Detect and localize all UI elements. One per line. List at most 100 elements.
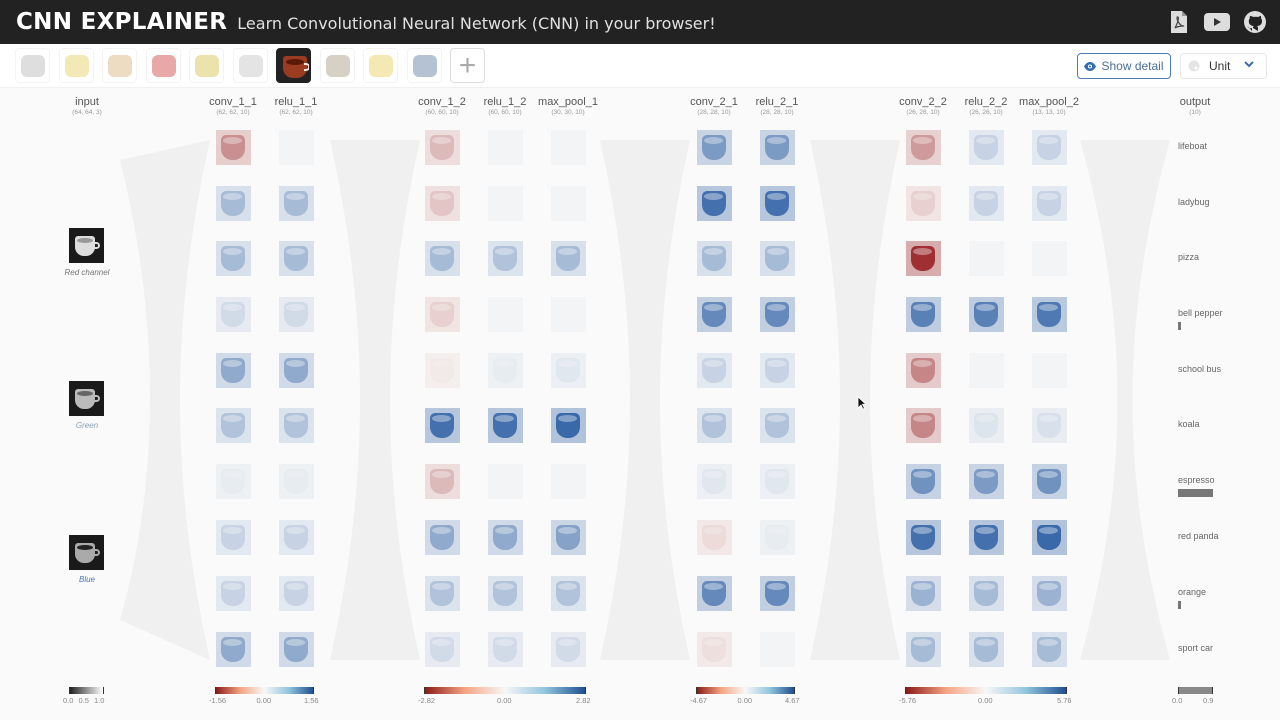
feature-map-conv-1-2-9[interactable] [425, 632, 460, 667]
image-thumbnail-red-panda[interactable] [319, 48, 355, 83]
feature-map-relu-2-2-6[interactable] [969, 464, 1004, 499]
scale-select[interactable]: Unit [1180, 53, 1267, 79]
feature-map-relu-2-2-8[interactable] [969, 576, 1004, 611]
feature-map-conv-1-1-4[interactable] [216, 353, 251, 388]
layer-header-output[interactable]: output (10) [1150, 96, 1240, 116]
layer-header-conv-2-1[interactable]: conv_2_1 (28, 28, 10) [669, 96, 759, 116]
feature-map-relu-2-2-7[interactable] [969, 520, 1004, 555]
feature-map-max-pool-2-3[interactable] [1032, 297, 1067, 332]
feature-map-conv-2-2-0[interactable] [906, 130, 941, 165]
feature-map-conv-2-1-0[interactable] [697, 130, 732, 165]
feature-map-max-pool-2-6[interactable] [1032, 464, 1067, 499]
feature-map-max-pool-2-5[interactable] [1032, 408, 1067, 443]
feature-map-conv-1-2-7[interactable] [425, 520, 460, 555]
output-class-ladybug[interactable]: ladybug [1178, 197, 1210, 207]
output-class-espresso[interactable]: espresso [1178, 475, 1215, 485]
feature-map-conv-2-2-7[interactable] [906, 520, 941, 555]
feature-map-conv-1-2-5[interactable] [425, 408, 460, 443]
add-image-button[interactable]: + [450, 48, 485, 83]
output-class-bell-pepper[interactable]: bell pepper [1178, 308, 1223, 318]
output-class-sport-car[interactable]: sport car [1178, 643, 1214, 653]
output-class-lifeboat[interactable]: lifeboat [1178, 141, 1208, 151]
feature-map-conv-2-1-8[interactable] [697, 576, 732, 611]
image-thumbnail-school-bus[interactable] [189, 48, 224, 83]
image-thumbnail-espresso[interactable] [276, 48, 311, 83]
feature-map-conv-2-2-9[interactable] [906, 632, 941, 667]
feature-map-relu-2-1-4[interactable] [760, 353, 795, 388]
feature-map-max-pool-1-0[interactable] [551, 130, 586, 165]
feature-map-conv-2-2-4[interactable] [906, 353, 941, 388]
feature-map-conv-1-2-2[interactable] [425, 241, 460, 276]
feature-map-max-pool-1-1[interactable] [551, 186, 586, 221]
feature-map-relu-1-2-8[interactable] [488, 576, 523, 611]
feature-map-relu-1-1-8[interactable] [279, 576, 314, 611]
output-class-school-bus[interactable]: school bus [1178, 364, 1222, 374]
feature-map-max-pool-2-1[interactable] [1032, 186, 1067, 221]
feature-map-conv-2-1-3[interactable] [697, 297, 732, 332]
feature-map-conv-1-2-1[interactable] [425, 186, 460, 221]
feature-map-max-pool-1-2[interactable] [551, 241, 586, 276]
layer-header-relu-1-1[interactable]: relu_1_1 (62, 62, 10) [251, 96, 341, 116]
layer-header-max-pool-1[interactable]: max_pool_1 (30, 30, 10) [523, 96, 613, 116]
pdf-paper-icon[interactable] [1166, 8, 1192, 36]
input-channel-red[interactable] [69, 228, 104, 263]
feature-map-relu-1-2-9[interactable] [488, 632, 523, 667]
feature-map-relu-1-1-3[interactable] [279, 297, 314, 332]
layer-header-relu-1-2[interactable]: relu_1_2 (60, 60, 10) [460, 96, 550, 116]
feature-map-conv-2-2-1[interactable] [906, 186, 941, 221]
feature-map-conv-2-2-5[interactable] [906, 408, 941, 443]
feature-map-conv-2-1-9[interactable] [697, 632, 732, 667]
layer-header-conv-1-1[interactable]: conv_1_1 (62, 62, 10) [188, 96, 278, 116]
image-thumbnail-ladybug[interactable] [58, 48, 94, 83]
image-thumbnail-pizza[interactable] [102, 48, 137, 83]
github-icon[interactable] [1242, 8, 1268, 36]
feature-map-conv-2-2-2[interactable] [906, 241, 941, 276]
feature-map-conv-2-2-8[interactable] [906, 576, 941, 611]
feature-map-conv-2-2-6[interactable] [906, 464, 941, 499]
feature-map-conv-1-1-1[interactable] [216, 186, 251, 221]
feature-map-conv-1-1-7[interactable] [216, 520, 251, 555]
feature-map-relu-2-1-3[interactable] [760, 297, 795, 332]
feature-map-relu-1-2-7[interactable] [488, 520, 523, 555]
input-channel-blue[interactable] [69, 535, 104, 570]
image-thumbnail-koala[interactable] [232, 48, 268, 83]
feature-map-relu-1-1-4[interactable] [279, 353, 314, 388]
feature-map-conv-1-1-5[interactable] [216, 408, 251, 443]
feature-map-conv-2-1-5[interactable] [697, 408, 732, 443]
feature-map-relu-1-2-6[interactable] [488, 464, 523, 499]
feature-map-max-pool-1-3[interactable] [551, 297, 586, 332]
feature-map-relu-1-2-0[interactable] [488, 130, 523, 165]
youtube-video-icon[interactable] [1204, 8, 1230, 36]
feature-map-relu-1-2-4[interactable] [488, 353, 523, 388]
output-class-red-panda[interactable]: red panda [1178, 531, 1219, 541]
feature-map-relu-2-2-5[interactable] [969, 408, 1004, 443]
feature-map-relu-2-1-6[interactable] [760, 464, 795, 499]
feature-map-max-pool-2-4[interactable] [1032, 353, 1067, 388]
feature-map-conv-2-1-1[interactable] [697, 186, 732, 221]
image-thumbnail-orange[interactable] [363, 48, 398, 83]
feature-map-relu-1-1-1[interactable] [279, 186, 314, 221]
feature-map-max-pool-2-8[interactable] [1032, 576, 1067, 611]
feature-map-relu-2-1-0[interactable] [760, 130, 795, 165]
feature-map-relu-1-1-7[interactable] [279, 520, 314, 555]
feature-map-relu-2-2-2[interactable] [969, 241, 1004, 276]
feature-map-relu-1-1-6[interactable] [279, 464, 314, 499]
feature-map-conv-1-1-8[interactable] [216, 576, 251, 611]
feature-map-relu-2-2-3[interactable] [969, 297, 1004, 332]
output-class-pizza[interactable]: pizza [1178, 252, 1200, 262]
feature-map-relu-1-2-3[interactable] [488, 297, 523, 332]
feature-map-relu-1-2-5[interactable] [488, 408, 523, 443]
feature-map-relu-1-1-5[interactable] [279, 408, 314, 443]
feature-map-relu-2-1-9[interactable] [760, 632, 795, 667]
feature-map-max-pool-1-8[interactable] [551, 576, 586, 611]
feature-map-relu-1-2-2[interactable] [488, 241, 523, 276]
feature-map-conv-2-1-4[interactable] [697, 353, 732, 388]
layer-header-input[interactable]: input (64, 64, 3) [42, 96, 132, 116]
feature-map-conv-2-1-2[interactable] [697, 241, 732, 276]
feature-map-max-pool-1-9[interactable] [551, 632, 586, 667]
feature-map-conv-1-1-9[interactable] [216, 632, 251, 667]
feature-map-conv-1-2-8[interactable] [425, 576, 460, 611]
image-thumbnail-bell-pepper[interactable] [145, 48, 181, 83]
feature-map-conv-1-1-3[interactable] [216, 297, 251, 332]
layer-header-conv-2-2[interactable]: conv_2_2 (26, 26, 10) [878, 96, 968, 116]
